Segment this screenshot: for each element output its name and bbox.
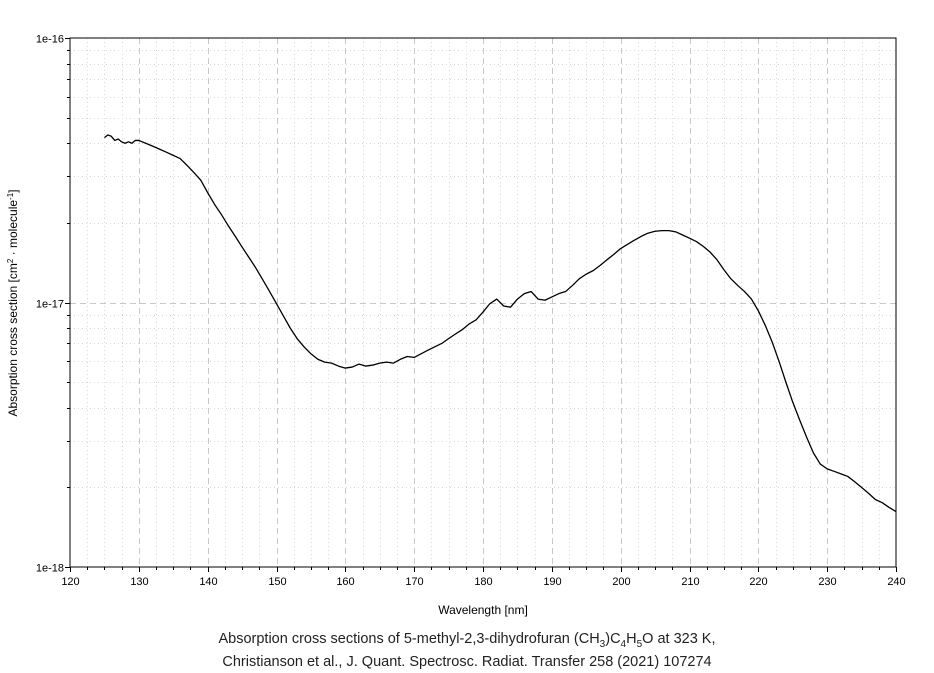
caption-subscript: 3 <box>599 638 606 650</box>
major-gridlines <box>70 38 896 567</box>
y-tick-label: 1e-18 <box>36 563 64 575</box>
y-tick-label: 1e-17 <box>36 299 64 311</box>
chart-caption-line-1: Absorption cross sections of 5-methyl-2,… <box>0 629 934 649</box>
caption-subscript: 5 <box>636 638 643 650</box>
caption-text: Absorption cross sections of 5-methyl-2,… <box>218 631 600 647</box>
x-tick-label: 230 <box>818 576 836 588</box>
x-tick-label: 240 <box>887 576 905 588</box>
x-tick-label: 140 <box>199 576 217 588</box>
x-tick-label: 160 <box>336 576 354 588</box>
x-tick-label: 180 <box>474 576 492 588</box>
x-tick-label: 130 <box>130 576 148 588</box>
absorption-chart: 120 130 140 150 160 170 180 190 200 210 220 230 240 … <box>6 34 906 618</box>
x-axis-label: Wavelength [nm] <box>438 603 528 617</box>
x-tick-label: 170 <box>405 576 423 588</box>
caption-citation: Christianson et al., J. Quant. Spectrosc… <box>222 654 712 670</box>
caption-text: O at 323 K, <box>642 631 716 647</box>
series-line <box>104 134 897 513</box>
x-tick-label: 150 <box>268 576 286 588</box>
y-tick-label: 1e-16 <box>36 34 64 46</box>
x-axis-ticks: 120 130 140 150 160 170 180 190 200 210 220 230 240 <box>61 567 906 588</box>
chart-caption-line-2: Christianson et al., J. Quant. Spectrosc… <box>0 652 934 672</box>
y-axis-label: Absorption cross section [cm2 · molecule… <box>6 189 21 416</box>
x-tick-label: 190 <box>543 576 561 588</box>
caption-subscript: 4 <box>620 638 627 650</box>
x-tick-label: 120 <box>61 576 79 588</box>
caption-text: )C <box>605 631 621 647</box>
y-axis-ticks: 1e-18 1e-17 1e-16 <box>36 34 70 575</box>
x-tick-label: 210 <box>681 576 699 588</box>
caption-text: H <box>626 631 637 647</box>
x-tick-label: 220 <box>749 576 767 588</box>
x-tick-label: 200 <box>612 576 630 588</box>
